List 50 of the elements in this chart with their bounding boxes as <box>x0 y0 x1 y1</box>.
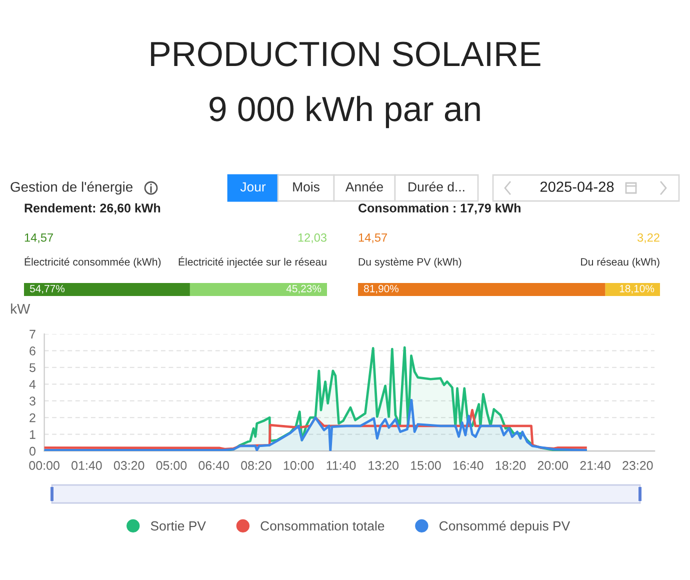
text: Mois <box>293 182 320 192</box>
chart-title: Rendement: 26,60 kWh <box>24 203 160 214</box>
text: Année <box>345 182 383 192</box>
x-tick-label: 11:40 <box>326 461 356 470</box>
x-tick-label: 10:00 <box>284 461 314 470</box>
y-tick-label: 6 <box>30 346 36 356</box>
y-tick-label: 2 <box>30 413 36 422</box>
series-label: Électricité injectée sur le réseau <box>178 256 326 268</box>
x-tick-label: 18:20 <box>496 461 526 470</box>
y-axis-title: kW <box>11 304 30 314</box>
x-tick-label: 08:20 <box>241 461 272 470</box>
y-tick-label: 4 <box>29 380 36 389</box>
text: Durée d... <box>408 182 464 192</box>
x-tick-label: 06:40 <box>198 461 229 470</box>
x-tick-label: 23:20 <box>622 461 653 470</box>
y-tick-label: 3 <box>29 396 36 406</box>
text: 9 000 kWh par an <box>210 96 480 128</box>
data-label: 18,10% <box>620 284 654 294</box>
text: 12,03 <box>298 233 326 244</box>
text: Gestion de l'énergie <box>10 181 132 195</box>
x-tick-label: 20:00 <box>538 461 568 470</box>
data-label: 54,77% <box>30 284 65 294</box>
series-label: Du réseau (kWh) <box>581 258 660 268</box>
y-tick-label: 5 <box>30 363 36 372</box>
text: 3,22 <box>637 233 660 244</box>
x-tick-label: 05:00 <box>156 461 187 470</box>
text: 14,57 <box>358 234 387 244</box>
x-tick-label: 15:00 <box>411 461 441 470</box>
text: PRODUCTION SOLAIRE <box>151 42 540 66</box>
x-tick-label: 13:20 <box>368 461 399 470</box>
y-tick-label: 1 <box>30 430 36 439</box>
x-tick-label: 16:40 <box>453 461 484 470</box>
legend-label: Sortie PV <box>150 520 206 531</box>
x-tick-label: 01:40 <box>72 461 102 470</box>
line-series <box>44 408 587 450</box>
text: Jour <box>240 182 266 192</box>
series-label: Du système PV (kWh) <box>358 258 462 268</box>
text: 14,57 <box>24 234 53 244</box>
data-label: 81,90% <box>364 284 399 294</box>
y-tick-label: 7 <box>30 330 36 339</box>
legend-label: Consommation totale <box>260 520 384 531</box>
text: 2025-04-28 <box>540 182 614 192</box>
x-tick-label: 21:40 <box>580 461 610 470</box>
data-label: 45,23% <box>286 284 322 294</box>
legend-label: Consommé depuis PV <box>440 520 570 534</box>
x-tick-label: 03:20 <box>114 461 144 470</box>
series-label: Électricité consommée (kWh) <box>24 256 161 268</box>
chart-title: Consommation : 17,79 kWh <box>358 203 520 214</box>
x-tick-label: 00:00 <box>29 461 60 470</box>
y-tick-label: 0 <box>30 446 36 456</box>
